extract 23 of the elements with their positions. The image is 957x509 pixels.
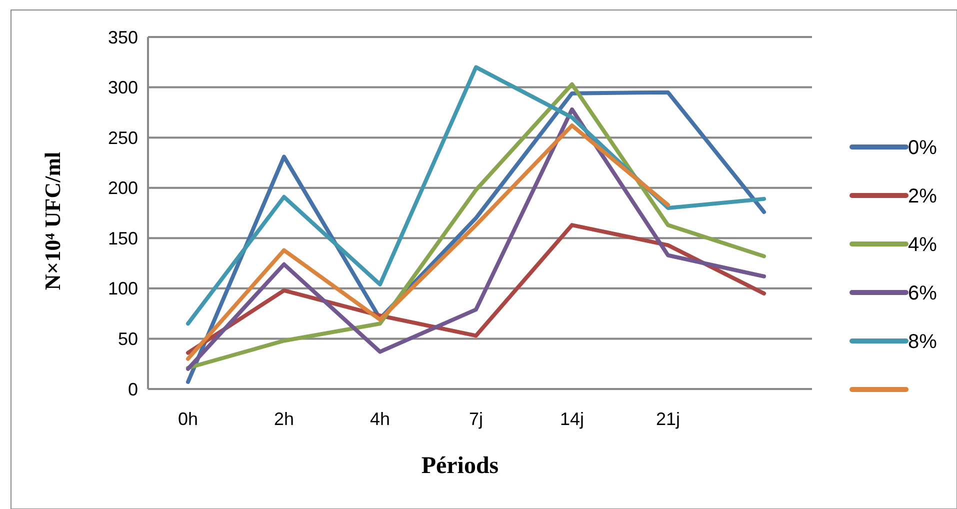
line-series	[186, 124, 670, 361]
legend-label: 4%	[908, 234, 938, 256]
x-tick-label: 4h	[370, 409, 390, 429]
x-tick-label: 2h	[274, 409, 294, 429]
x-axis-title: Périods	[421, 453, 499, 479]
line-series	[186, 65, 766, 326]
x-tick-label: 21j	[656, 409, 680, 429]
y-tick-label: 0	[128, 379, 138, 400]
y-tick-label: 100	[108, 278, 138, 299]
x-tick-label: 7j	[468, 409, 484, 429]
legend-label: 8%	[908, 331, 938, 353]
x-tick-label: 14j	[560, 409, 584, 429]
y-axis-title: N×10⁴ UFC/ml	[40, 152, 65, 290]
legend-label: 0%	[908, 137, 938, 159]
y-tick-label: 300	[108, 78, 138, 98]
x-tick-label: 0h	[178, 409, 198, 429]
y-tick-label: 350	[108, 27, 138, 48]
y-tick-label: 250	[108, 128, 138, 148]
legend-label: 6%	[908, 282, 938, 304]
y-tick-label: 50	[118, 329, 138, 350]
y-tick-label: 200	[108, 178, 138, 198]
legend-label: 2%	[908, 186, 938, 208]
y-tick-label: 150	[108, 228, 138, 248]
